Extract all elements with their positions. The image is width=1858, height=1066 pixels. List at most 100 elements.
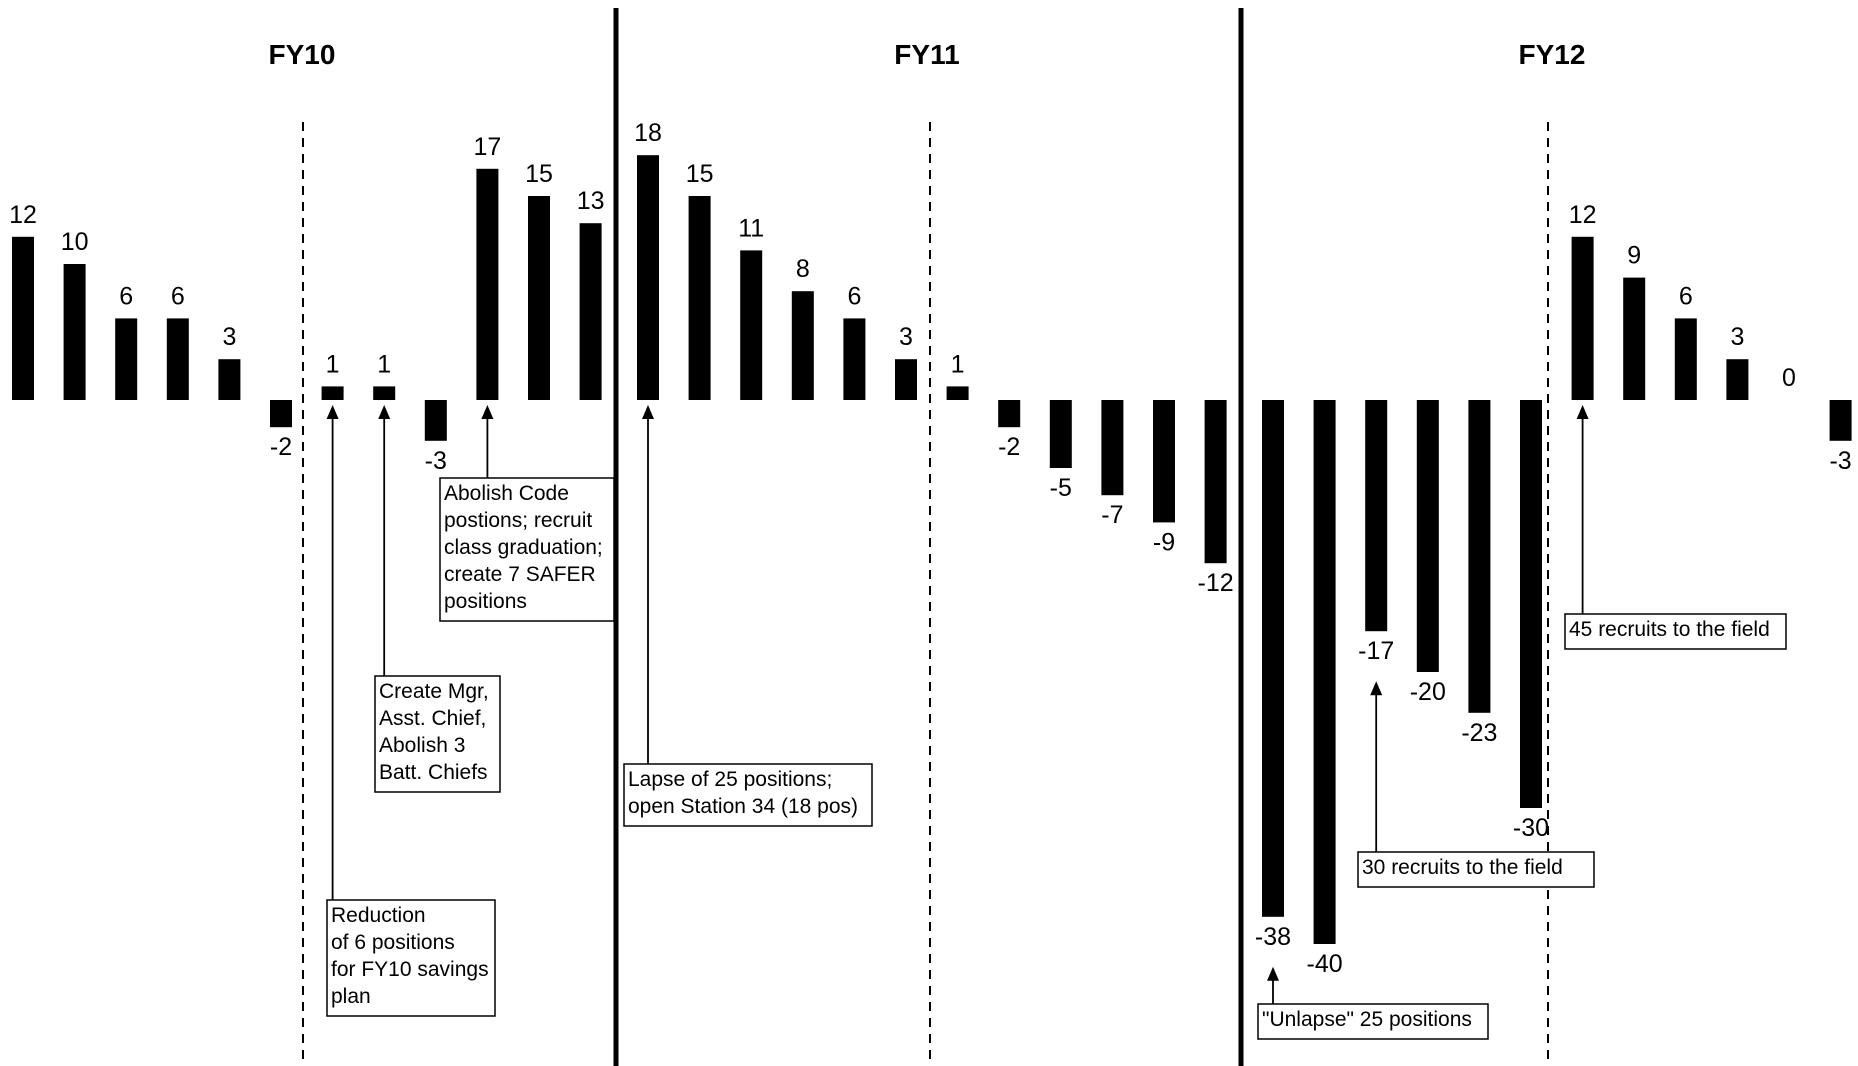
annotation-text: create 7 SAFER: [444, 563, 596, 586]
bar: [424, 400, 447, 441]
data-label: 3: [222, 323, 236, 351]
bar: [1623, 277, 1646, 400]
annotation-text: Lapse of 25 positions;: [628, 768, 832, 791]
bar: [791, 291, 814, 400]
annotation-box: [623, 763, 873, 827]
annotation-box: [374, 675, 501, 793]
annotation-text: open Station 34 (18 pos): [628, 795, 858, 818]
bar: [740, 250, 763, 400]
annotation-box: [326, 899, 496, 1017]
annotation-text: Batt. Chiefs: [379, 761, 488, 784]
bar: [1520, 400, 1542, 808]
data-label: 18: [634, 119, 662, 147]
data-label: -20: [1410, 678, 1446, 706]
bar: [1829, 400, 1852, 441]
arrow-head-icon: [642, 405, 654, 419]
annotation-box: [1257, 1003, 1489, 1040]
fiscal-year-title: FY10: [269, 39, 336, 70]
bar: [688, 196, 711, 400]
bar: [1674, 318, 1697, 400]
bar: [1468, 400, 1491, 713]
data-label: 0: [1782, 364, 1796, 392]
annotation-text: Abolish Code: [444, 482, 569, 505]
bar: [476, 168, 499, 400]
fiscal-year-titles: FY10 FY11 FY12: [269, 39, 1586, 70]
bar: [1153, 400, 1175, 523]
arrow-head-icon: [326, 405, 339, 419]
data-label: -2: [270, 433, 292, 461]
bar: [1101, 400, 1124, 496]
bar: [1726, 359, 1749, 400]
arrow-head-icon: [481, 405, 494, 419]
data-label: 1: [326, 350, 340, 378]
annotation-text: "Unlapse" 25 positions: [1262, 1008, 1472, 1031]
bar: [1262, 400, 1284, 917]
data-label: 13: [577, 187, 605, 215]
data-label: -38: [1255, 923, 1291, 951]
annotation-box: [1564, 613, 1787, 650]
data-label: -7: [1101, 501, 1123, 529]
annotation-text: for FY10 savings: [331, 958, 489, 981]
bar: [166, 318, 189, 400]
data-label: 6: [171, 282, 185, 310]
bar: [1571, 236, 1594, 400]
data-label: -2: [998, 433, 1020, 461]
fiscal-year-title: FY11: [894, 39, 959, 70]
data-label: -5: [1050, 474, 1072, 502]
data-label: 15: [686, 160, 714, 188]
bar: [1049, 400, 1072, 468]
bar: [528, 196, 550, 400]
annotation-box: [439, 477, 615, 622]
bar: [321, 386, 344, 400]
annotation-box: [1357, 851, 1595, 888]
bar: [895, 359, 917, 400]
fiscal-year-dividers: [302, 8, 1549, 1066]
data-label: -3: [425, 447, 447, 475]
bar: [115, 318, 138, 400]
annotation-text: Abolish 3: [379, 734, 465, 757]
data-label: 1: [951, 350, 965, 378]
annotation-text: 45 recruits to the field: [1569, 618, 1770, 641]
arrow-head-icon: [1267, 966, 1279, 981]
data-label: 12: [9, 201, 37, 229]
data-label: -30: [1513, 814, 1549, 842]
data-label: -3: [1829, 447, 1851, 475]
annotation-text: class graduation;: [444, 536, 603, 559]
arrow-head-icon: [1370, 681, 1383, 696]
bar: [373, 386, 396, 400]
annotation-text: plan: [331, 985, 371, 1008]
bar: [998, 400, 1021, 428]
data-label: 3: [899, 323, 913, 351]
fiscal-year-title: FY12: [1519, 39, 1586, 70]
arrow-head-icon: [378, 405, 391, 419]
data-label: 6: [847, 282, 861, 310]
bar: [1204, 400, 1227, 564]
bar: [270, 400, 292, 428]
data-label: 8: [796, 255, 810, 283]
bar: [63, 264, 86, 400]
bar: [579, 223, 602, 400]
annotation-text: of 6 positions: [331, 931, 455, 954]
data-label: 10: [61, 228, 89, 256]
arrow-head-icon: [1576, 405, 1589, 419]
bar: [1313, 400, 1336, 944]
bar: [218, 359, 241, 400]
data-label: 17: [473, 133, 501, 161]
data-label: 15: [525, 160, 553, 188]
data-label: 11: [738, 214, 764, 242]
annotation-text: Asst. Chief,: [379, 707, 486, 730]
data-label: -23: [1461, 719, 1497, 747]
annotation-text: 30 recruits to the field: [1362, 856, 1563, 879]
bars-group: [12, 155, 1852, 944]
data-label: -17: [1358, 637, 1394, 665]
data-label: 3: [1730, 323, 1744, 351]
data-label: 9: [1627, 242, 1641, 270]
annotations-group: Reduction of 6 positions for FY10 savings p…: [326, 405, 1787, 1040]
data-label: -9: [1153, 528, 1175, 556]
bar: [637, 155, 659, 400]
data-label: 1: [377, 350, 391, 378]
data-label: -12: [1198, 569, 1234, 597]
data-label: -40: [1307, 950, 1343, 978]
